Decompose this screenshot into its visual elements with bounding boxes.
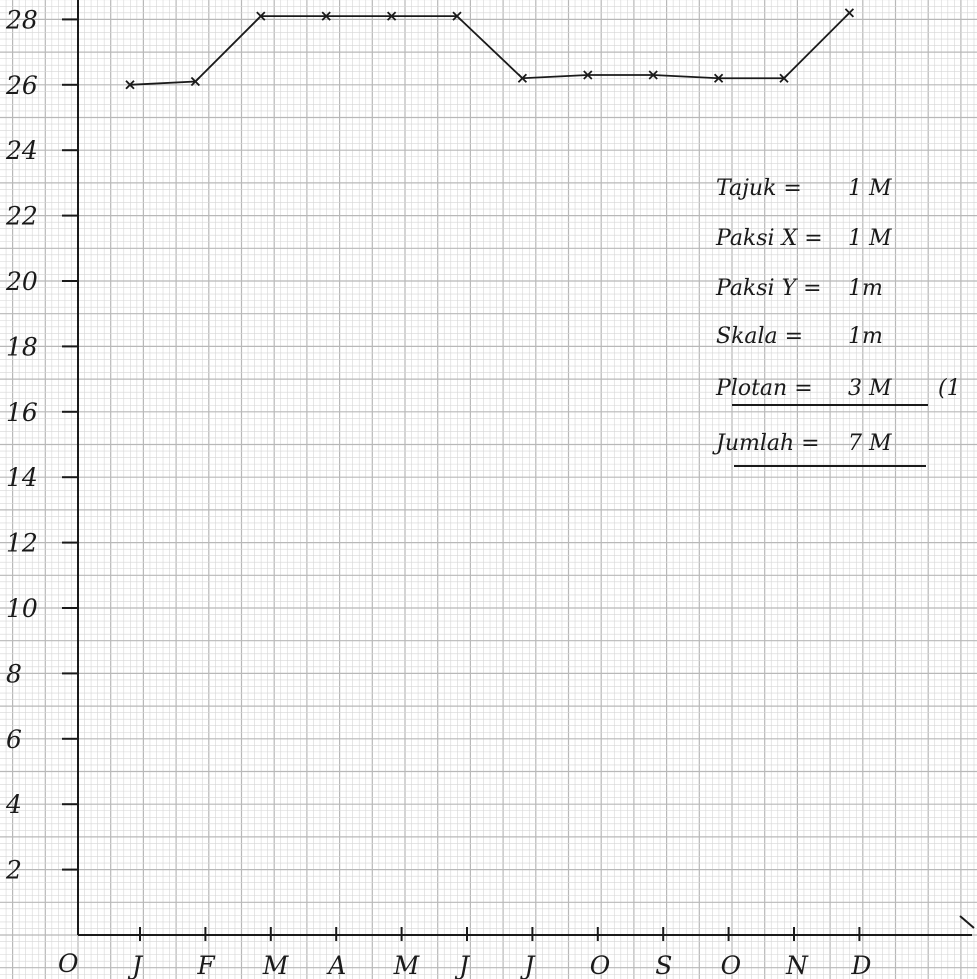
note-value: 3 M xyxy=(848,376,892,401)
data-point-marker xyxy=(125,80,135,90)
y-tick-label: 22 xyxy=(5,202,38,231)
data-point-marker xyxy=(256,11,266,21)
x-tick-label: O xyxy=(721,951,742,979)
y-tick-label: 2 xyxy=(5,856,22,885)
data-point-marker xyxy=(321,11,331,21)
data-point-marker xyxy=(452,11,462,21)
y-tick-label: 8 xyxy=(6,659,22,688)
note-value: 7 M xyxy=(848,431,892,456)
x-axis-arrow xyxy=(959,915,975,929)
note-label: Paksi Y = xyxy=(715,276,822,301)
x-tick-label: N xyxy=(785,951,809,979)
y-tick-label: 12 xyxy=(6,529,38,558)
data-point-marker xyxy=(648,70,658,80)
x-tick-label: A xyxy=(326,951,346,979)
x-tick-label: M xyxy=(262,951,290,979)
note-value: 1 M xyxy=(848,226,892,251)
data-point-marker xyxy=(583,70,593,80)
x-tick-label: O xyxy=(590,951,611,979)
axes: O xyxy=(58,0,975,978)
note-value: 1m xyxy=(848,324,883,349)
y-tick-label: 4 xyxy=(5,790,22,819)
data-point-marker xyxy=(386,11,397,21)
note-label: Jumlah = xyxy=(712,431,820,456)
x-tick-label: D xyxy=(850,951,871,979)
note-value: 1m xyxy=(848,276,883,301)
y-tick-label: 14 xyxy=(6,463,38,492)
x-tick-label: J xyxy=(127,951,144,979)
origin-label: O xyxy=(58,949,79,978)
series-layer xyxy=(125,8,855,90)
data-point-marker xyxy=(713,73,724,83)
marking-notes: Tajuk = 1 M Paksi X = 1 M Paksi Y = 1m Skala =… xyxy=(712,176,961,467)
note-label: Paksi X = xyxy=(715,226,823,251)
y-tick-label: 6 xyxy=(6,725,22,754)
data-point-marker xyxy=(190,76,201,87)
series-line xyxy=(129,12,851,86)
y-tick-label: 18 xyxy=(6,332,38,361)
x-tick-label: F xyxy=(196,951,216,979)
y-tick-label: 26 xyxy=(5,71,38,100)
x-tick-label: S xyxy=(655,951,672,979)
note-label: Plotan = xyxy=(715,376,813,401)
note-value: 1 M xyxy=(848,176,892,201)
note-suffix: (1 xyxy=(938,376,961,401)
data-point-marker xyxy=(517,73,528,83)
data-point-marker xyxy=(779,73,789,83)
y-tick-label: 10 xyxy=(6,594,38,623)
x-tick-label: M xyxy=(393,951,421,979)
data-point-marker xyxy=(844,8,855,18)
x-tick-label: J xyxy=(519,951,536,979)
note-label: Skala = xyxy=(716,324,803,349)
y-tick-label: 16 xyxy=(6,398,38,427)
y-tick-label: 20 xyxy=(5,267,38,296)
y-tick-label: 24 xyxy=(5,136,38,165)
x-tick-label: J xyxy=(454,951,471,979)
note-label: Tajuk = xyxy=(716,176,802,201)
y-tick-label: 28 xyxy=(5,5,38,34)
